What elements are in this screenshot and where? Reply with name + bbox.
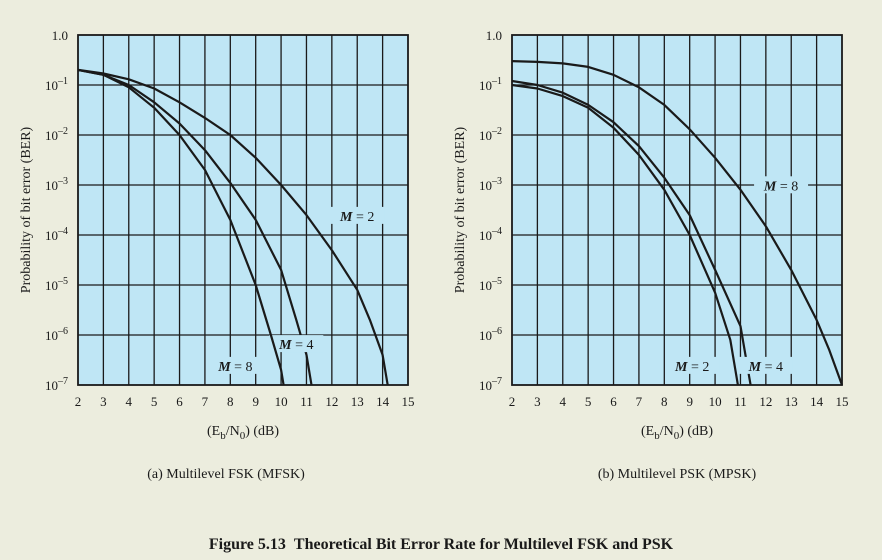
chart-b: 2 3 4 5 6 7 8 9 10 11 12 13 14 15 1.0 10–1 10–2 10–3 10–4 1… — [453, 28, 849, 482]
series-line-m4 — [77, 68, 313, 386]
x-tick-label: 9 — [686, 394, 693, 409]
series-label: M = 2 — [339, 210, 374, 225]
series-label: M = 2 — [674, 360, 709, 375]
y-tick-label: 10–6 — [45, 326, 68, 343]
y-tick-label: 10–7 — [45, 376, 68, 393]
chart-subtitle: (a) Multilevel FSK (MFSK) — [147, 467, 305, 482]
figure-number: Figure 5.13 — [208, 536, 286, 553]
x-tick-label: 3 — [534, 394, 541, 409]
figure-title: Theoretical Bit Error Rate for Multileve… — [293, 536, 674, 553]
x-tick-label: 10 — [709, 394, 722, 409]
x-tick-label: 6 — [610, 394, 617, 409]
y-tick-label: 10–1 — [45, 76, 68, 93]
y-tick-label: 1.0 — [486, 28, 502, 43]
series-line-m8 — [511, 60, 844, 386]
series-label-background — [738, 356, 793, 374]
x-tick-label: 5 — [151, 394, 158, 409]
series-label-background — [754, 176, 809, 194]
x-tick-label: 10 — [275, 394, 288, 409]
x-tick-label: 13 — [785, 394, 798, 409]
y-tick-label: 10–5 — [45, 276, 68, 293]
y-tick-label: 10–3 — [479, 176, 502, 193]
series-label: M = 8 — [217, 360, 252, 375]
chart-a: 2 3 4 5 6 7 8 9 10 11 12 13 14 15 1.0 10–1 10–2 10–3 10–4 1… — [19, 28, 415, 482]
y-tick-label: 10–5 — [479, 276, 502, 293]
y-tick-label: 10–2 — [45, 126, 68, 143]
y-tick-label: 10–7 — [479, 376, 502, 393]
series-label: M = 4 — [278, 338, 313, 353]
series-line-m4 — [511, 79, 752, 386]
plot-frame — [511, 34, 843, 386]
series-label: M = 8 — [763, 179, 798, 194]
x-tick-label: 2 — [75, 394, 82, 409]
y-tick-label: 10–2 — [479, 126, 502, 143]
series-label-background — [330, 206, 385, 224]
plot-frame — [77, 34, 409, 386]
figure-caption: Figure 5.13 Theoretical Bit Error Rate fo… — [0, 536, 882, 554]
x-tick-label: 7 — [636, 394, 643, 409]
x-axis-label: (Eb/N0) (dB) — [207, 424, 279, 442]
y-tick-label: 10–4 — [45, 226, 68, 243]
x-tick-label: 9 — [252, 394, 259, 409]
y-axis-label: Probability of bit error (BER) — [453, 126, 468, 293]
x-tick-label: 7 — [202, 394, 209, 409]
series-label-background — [665, 356, 720, 374]
y-tick-label: 10–3 — [45, 176, 68, 193]
x-tick-label: 14 — [810, 394, 824, 409]
x-tick-label: 11 — [734, 394, 747, 409]
x-tick-label: 6 — [176, 394, 183, 409]
x-tick-label: 5 — [585, 394, 592, 409]
series-label-background — [208, 356, 263, 374]
x-tick-label: 4 — [126, 394, 133, 409]
series-line-m2 — [511, 83, 739, 386]
series-line-m2 — [77, 68, 389, 386]
y-tick-label: 10–4 — [479, 226, 502, 243]
x-tick-label: 15 — [402, 394, 415, 409]
x-tick-label: 13 — [351, 394, 364, 409]
x-tick-label: 15 — [836, 394, 849, 409]
y-tick-label: 10–6 — [479, 326, 502, 343]
series-line-m8 — [77, 68, 285, 386]
chart-subtitle: (b) Multilevel PSK (MPSK) — [598, 467, 757, 482]
x-tick-label: 12 — [325, 394, 338, 409]
x-axis-label: (Eb/N0) (dB) — [641, 424, 713, 442]
x-tick-label: 3 — [100, 394, 107, 409]
y-axis-label: Probability of bit error (BER) — [19, 126, 34, 293]
x-tick-label: 12 — [759, 394, 772, 409]
plot-area — [512, 35, 842, 385]
x-tick-label: 11 — [300, 394, 313, 409]
x-tick-label: 14 — [376, 394, 390, 409]
series-label-background — [269, 335, 324, 353]
x-tick-label: 2 — [509, 394, 516, 409]
x-tick-label: 4 — [560, 394, 567, 409]
y-tick-label: 10–1 — [479, 76, 502, 93]
y-tick-label: 1.0 — [52, 28, 68, 43]
series-label: M = 4 — [748, 360, 783, 375]
x-tick-label: 8 — [661, 394, 668, 409]
x-tick-label: 8 — [227, 394, 234, 409]
